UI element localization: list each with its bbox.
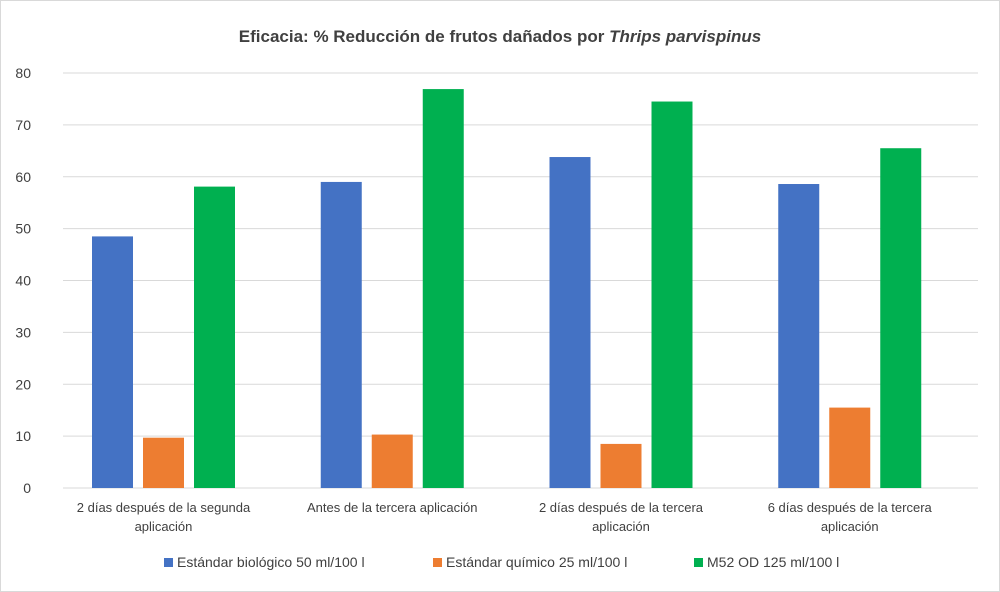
chart-title-main: Eficacia: % Reducción de frutos dañados … (239, 27, 609, 46)
legend-swatch (164, 558, 173, 567)
bar (371, 434, 413, 488)
chart-title: Eficacia: % Reducción de frutos dañados … (239, 27, 761, 46)
legend-label: Estándar biológico 50 ml/100 l (177, 554, 365, 570)
bar (829, 407, 871, 488)
y-tick-label: 20 (15, 376, 31, 392)
y-tick-label: 80 (15, 65, 31, 81)
legend-label: Estándar químico 25 ml/100 l (446, 554, 627, 570)
legend-swatch (694, 558, 703, 567)
x-axis-category-labels: 2 días después de la segunda aplicación An… (77, 500, 933, 534)
y-tick-label: 10 (15, 428, 31, 444)
bar (143, 437, 184, 488)
y-tick-label: 50 (15, 221, 31, 237)
bar (651, 101, 693, 488)
bar (194, 186, 235, 488)
x-category-label: Antes de la tercera aplicación (307, 500, 478, 515)
y-tick-label: 0 (23, 480, 31, 496)
x-category-label: aplicación (821, 519, 879, 534)
bar (880, 148, 922, 488)
x-category-label: 2 días después de la segunda (77, 500, 251, 515)
x-category-label: aplicación (592, 519, 650, 534)
x-category-label: aplicación (135, 519, 193, 534)
y-tick-label: 60 (15, 169, 31, 185)
y-tick-label: 40 (15, 273, 31, 289)
legend-label: M52 OD 125 ml/100 l (707, 554, 839, 570)
x-category-label: 6 días después de la tercera (768, 500, 933, 515)
bar (422, 89, 464, 489)
chart-title-species: Thrips parvispinus (609, 27, 761, 46)
x-category-label: 2 días después de la tercera (539, 500, 704, 515)
bar (92, 236, 133, 488)
legend-swatch (433, 558, 442, 567)
bar (549, 157, 591, 488)
bar (320, 181, 362, 488)
legend: Estándar biológico 50 ml/100 l Estándar q… (164, 554, 839, 570)
y-tick-label: 70 (15, 117, 31, 133)
y-axis-tick-labels: 0 10 20 30 40 50 60 70 80 (15, 65, 31, 496)
bars (92, 89, 922, 489)
y-tick-label: 30 (15, 324, 31, 340)
bar (600, 443, 642, 488)
bar (778, 184, 820, 488)
